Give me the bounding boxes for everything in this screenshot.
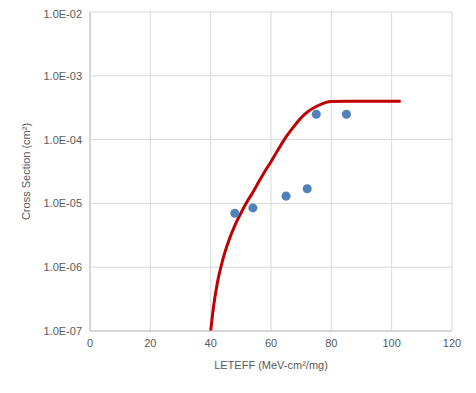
svg-text:Cross Section (cm²): Cross Section (cm²) bbox=[20, 123, 32, 220]
svg-text:1.0E-07: 1.0E-07 bbox=[43, 325, 82, 337]
svg-text:100: 100 bbox=[382, 337, 400, 349]
svg-text:40: 40 bbox=[205, 337, 217, 349]
svg-text:LETEFF (MeV-cm²/mg): LETEFF (MeV-cm²/mg) bbox=[214, 359, 328, 371]
svg-text:1.0E-03: 1.0E-03 bbox=[43, 70, 82, 82]
svg-text:80: 80 bbox=[325, 337, 337, 349]
svg-text:60: 60 bbox=[265, 337, 277, 349]
svg-text:1.0E-06: 1.0E-06 bbox=[43, 261, 82, 273]
svg-text:120: 120 bbox=[443, 337, 461, 349]
svg-text:1.0E-05: 1.0E-05 bbox=[43, 197, 82, 209]
svg-text:1.0E-02: 1.0E-02 bbox=[43, 8, 82, 20]
svg-text:0: 0 bbox=[87, 337, 93, 349]
svg-text:1.0E-04: 1.0E-04 bbox=[43, 134, 82, 146]
svg-text:20: 20 bbox=[144, 337, 156, 349]
